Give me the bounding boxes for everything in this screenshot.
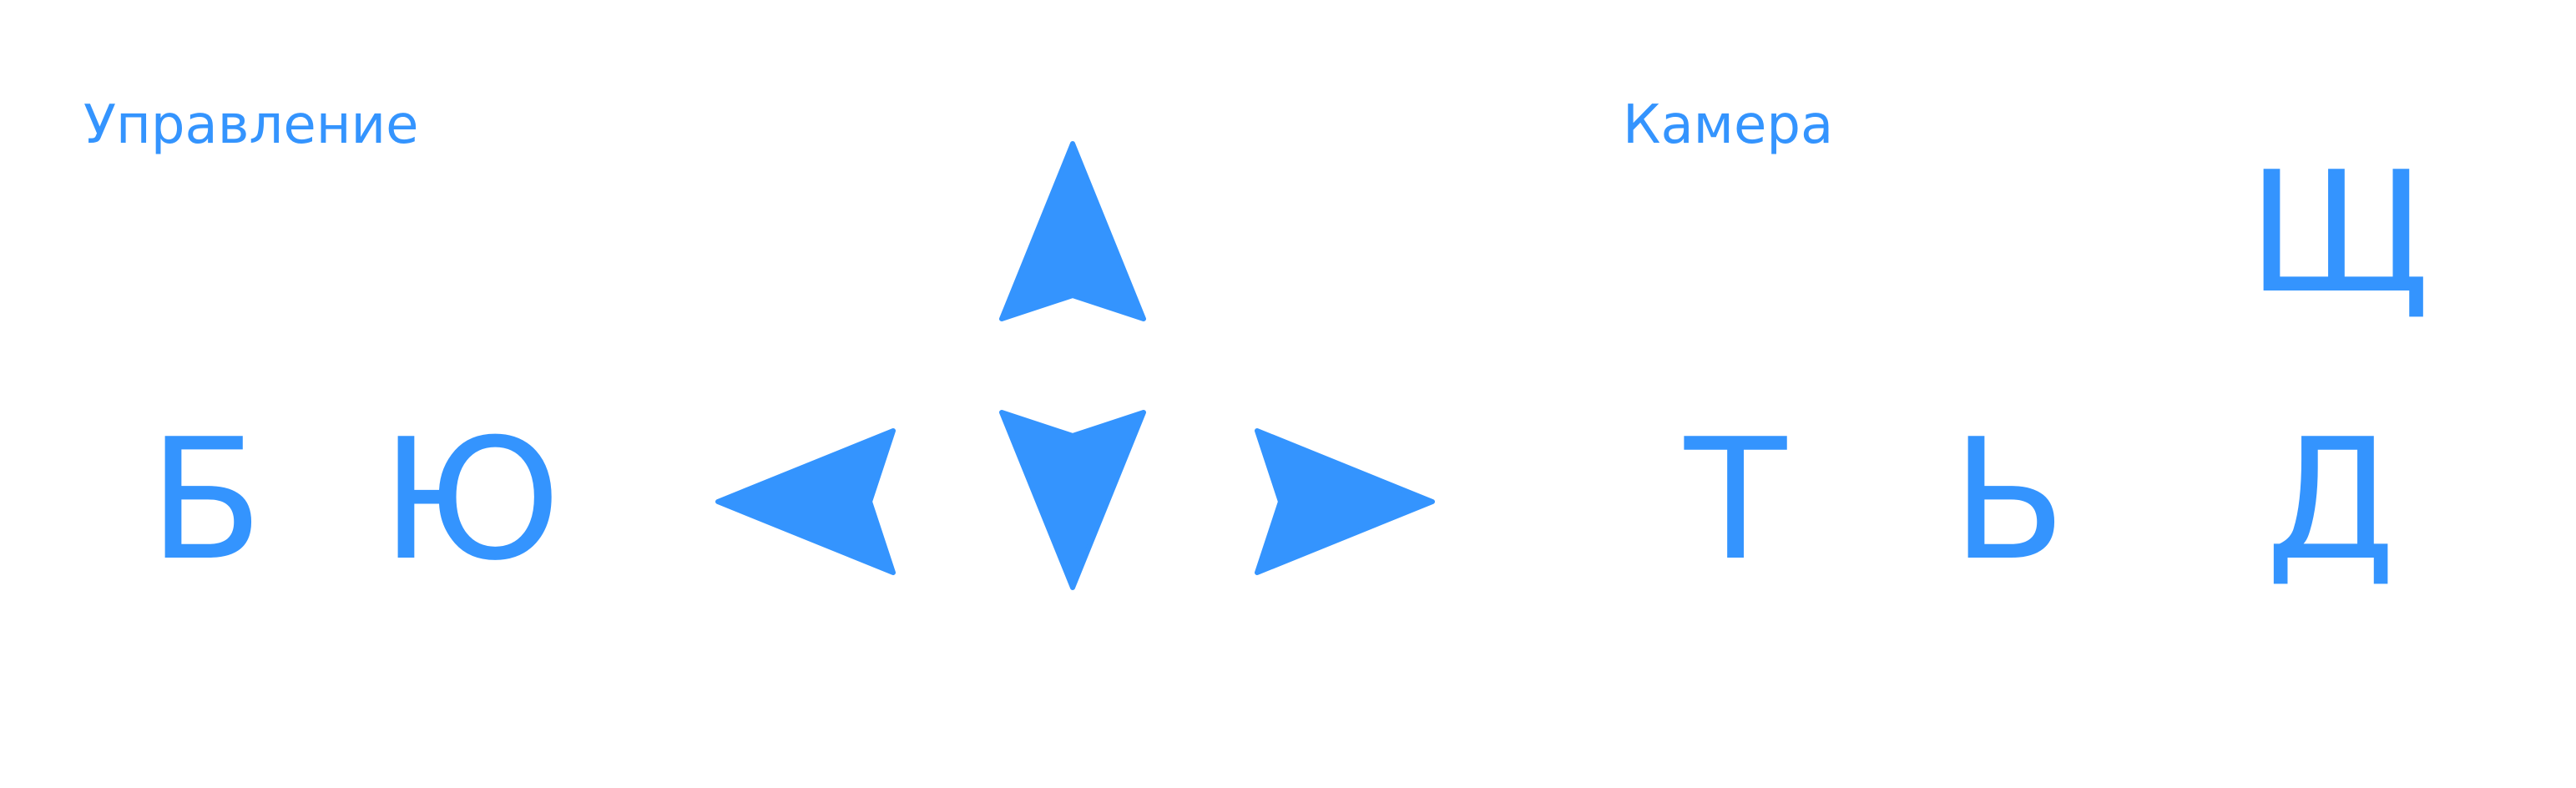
control-key-yu[interactable]: Ю	[381, 403, 561, 598]
arrow-left-icon[interactable]	[710, 422, 902, 581]
arrow-down-icon[interactable]	[993, 404, 1152, 596]
camera-key-soft-sign[interactable]: Ь	[1952, 403, 2067, 598]
camera-key-t[interactable]: Т	[1685, 403, 1787, 598]
arrow-up-icon[interactable]	[993, 135, 1152, 327]
camera-section-title: Камера	[1623, 94, 1834, 156]
control-section-title: Управление	[83, 94, 419, 156]
control-key-b[interactable]: Б	[149, 403, 264, 598]
camera-key-d[interactable]: Д	[2265, 403, 2397, 598]
camera-key-shch[interactable]: Щ	[2247, 136, 2430, 331]
arrow-right-icon[interactable]	[1249, 422, 1441, 581]
